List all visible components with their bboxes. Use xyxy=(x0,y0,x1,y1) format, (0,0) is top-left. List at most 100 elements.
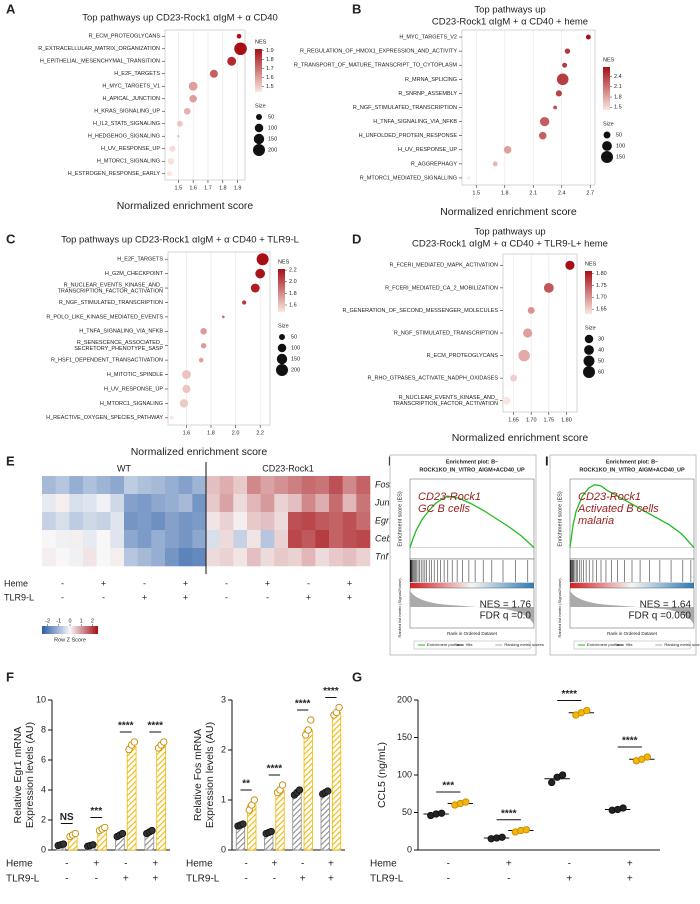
heatmap-cell xyxy=(342,494,357,513)
dot xyxy=(227,56,237,66)
y-axis-label: Ranked list metric (Signal2Noise) xyxy=(397,578,402,638)
bar xyxy=(303,729,313,851)
row-label: Egr1 xyxy=(375,515,394,525)
heatmap-cell xyxy=(178,512,193,531)
legend-label: Hits xyxy=(626,642,633,647)
condition-sign: - xyxy=(225,592,228,602)
heatmap-cell xyxy=(329,548,343,567)
dot xyxy=(169,145,176,152)
heatmap-cell xyxy=(260,494,275,513)
dot xyxy=(585,34,591,40)
y-axis-label: Expression levels (AU) xyxy=(204,722,216,828)
condition-sign: + xyxy=(627,859,633,870)
heatmap-cell xyxy=(137,548,152,567)
x-axis-label: Normalized enrichment score xyxy=(452,432,589,444)
heatmap-cell xyxy=(69,476,84,495)
heatmap-cell xyxy=(69,494,84,513)
condition-sign: + xyxy=(328,859,334,870)
heatmap-cell xyxy=(55,512,70,531)
condition-sign: - xyxy=(273,874,276,885)
condition-name: TLR9-L xyxy=(186,874,220,885)
condition-sign: - xyxy=(102,592,105,602)
panel-label: G xyxy=(352,669,362,684)
heatmap-cell xyxy=(219,530,234,549)
bar xyxy=(126,746,137,851)
legend-title: Size xyxy=(603,121,614,127)
condition-sign: - xyxy=(301,859,304,870)
condition-sign: - xyxy=(244,874,247,885)
heatmap-cell xyxy=(233,476,248,495)
legend-label: Ranking metric scores xyxy=(664,642,700,647)
heatmap-cell xyxy=(178,548,193,567)
heatmap-cell xyxy=(247,494,261,513)
heatmap-cell xyxy=(356,494,371,513)
chart-title: Enrichment plot: B– xyxy=(606,459,658,465)
y-tick-label: 2 xyxy=(41,814,46,824)
heatmap-cell xyxy=(329,476,343,495)
heatmap-cell xyxy=(96,530,111,549)
category-label: R_AGGREPHAGY xyxy=(411,161,457,167)
dot xyxy=(527,306,535,314)
chart-title: ROCK1KO_IN_VITRO_AIGM+ACD40_UP xyxy=(579,467,685,473)
heatmap-cell xyxy=(315,548,330,567)
dot xyxy=(565,260,575,270)
category-label: H_E2F_TARGETS xyxy=(114,71,160,77)
condition-sign: - xyxy=(65,874,68,885)
heatmap-cell xyxy=(274,476,289,495)
condition-name: Heme xyxy=(4,578,28,588)
x-axis-label: Normalized enrichment score xyxy=(117,200,254,212)
condition-name: TLR9-L xyxy=(6,874,40,885)
row-label: Cebpb xyxy=(375,533,402,543)
heatmap-cell xyxy=(83,530,97,549)
heatmap-cell xyxy=(83,476,97,495)
x-tick-label: 1.6 xyxy=(189,185,197,191)
category-label: H_MITOTIC_SPINDLE xyxy=(107,372,163,378)
heatmap-cell xyxy=(137,512,152,531)
size-label: 150 xyxy=(291,356,300,362)
heatmap-cell xyxy=(165,494,179,513)
point xyxy=(239,820,247,828)
dot xyxy=(179,399,189,408)
heatmap-cell xyxy=(301,494,316,513)
chart-title: Top pathways up CD23-Rock1 αIgM + α CD40 xyxy=(82,13,278,24)
heatmap-cell xyxy=(342,530,357,549)
y-tick-label: 100 xyxy=(397,769,412,779)
heatmap-cell xyxy=(55,530,70,549)
category-label: H_HEDGEHOG_SIGNALING xyxy=(88,134,160,140)
dot xyxy=(555,90,562,97)
dot xyxy=(221,315,225,319)
heatmap-cell xyxy=(110,512,125,531)
stat: FDR q =0.0 xyxy=(480,611,532,622)
sig-label: *** xyxy=(90,806,102,817)
heatmap-cell xyxy=(315,494,330,513)
heatmap-cell xyxy=(233,512,248,531)
dot xyxy=(234,42,247,56)
condition-name: TLR9-L xyxy=(370,874,404,885)
dot xyxy=(181,370,191,379)
point xyxy=(462,798,470,806)
x-tick-label: 1.70 xyxy=(526,417,537,423)
colorbar-label: 1.9 xyxy=(266,48,274,54)
heatmap-cell xyxy=(288,512,302,531)
size-key xyxy=(601,151,613,163)
condition-sign: - xyxy=(568,859,571,870)
condition-sign: + xyxy=(101,578,106,588)
category-label: H_IL2_STAT5_SIGNALING xyxy=(93,121,160,127)
colorbar-label: 2.0 xyxy=(289,279,297,285)
heatmap-cell xyxy=(206,530,220,549)
y-axis-label: Expression levels (AU) xyxy=(24,722,36,828)
y-tick-label: 0 xyxy=(407,844,412,854)
sig-label: NS xyxy=(60,812,74,823)
colorbar-label: 1.65 xyxy=(596,307,607,313)
condition-sign: - xyxy=(61,592,64,602)
y-tick-label: 0 xyxy=(41,844,46,854)
heatmap-cell xyxy=(192,476,207,495)
point xyxy=(59,840,68,848)
heatmap-cell xyxy=(124,476,138,495)
legend-title: NES xyxy=(585,261,597,267)
size-label: 50 xyxy=(268,114,274,120)
condition-sign: + xyxy=(566,874,572,885)
plot-border xyxy=(164,29,246,181)
chart-title: Top pathways up xyxy=(474,5,545,16)
